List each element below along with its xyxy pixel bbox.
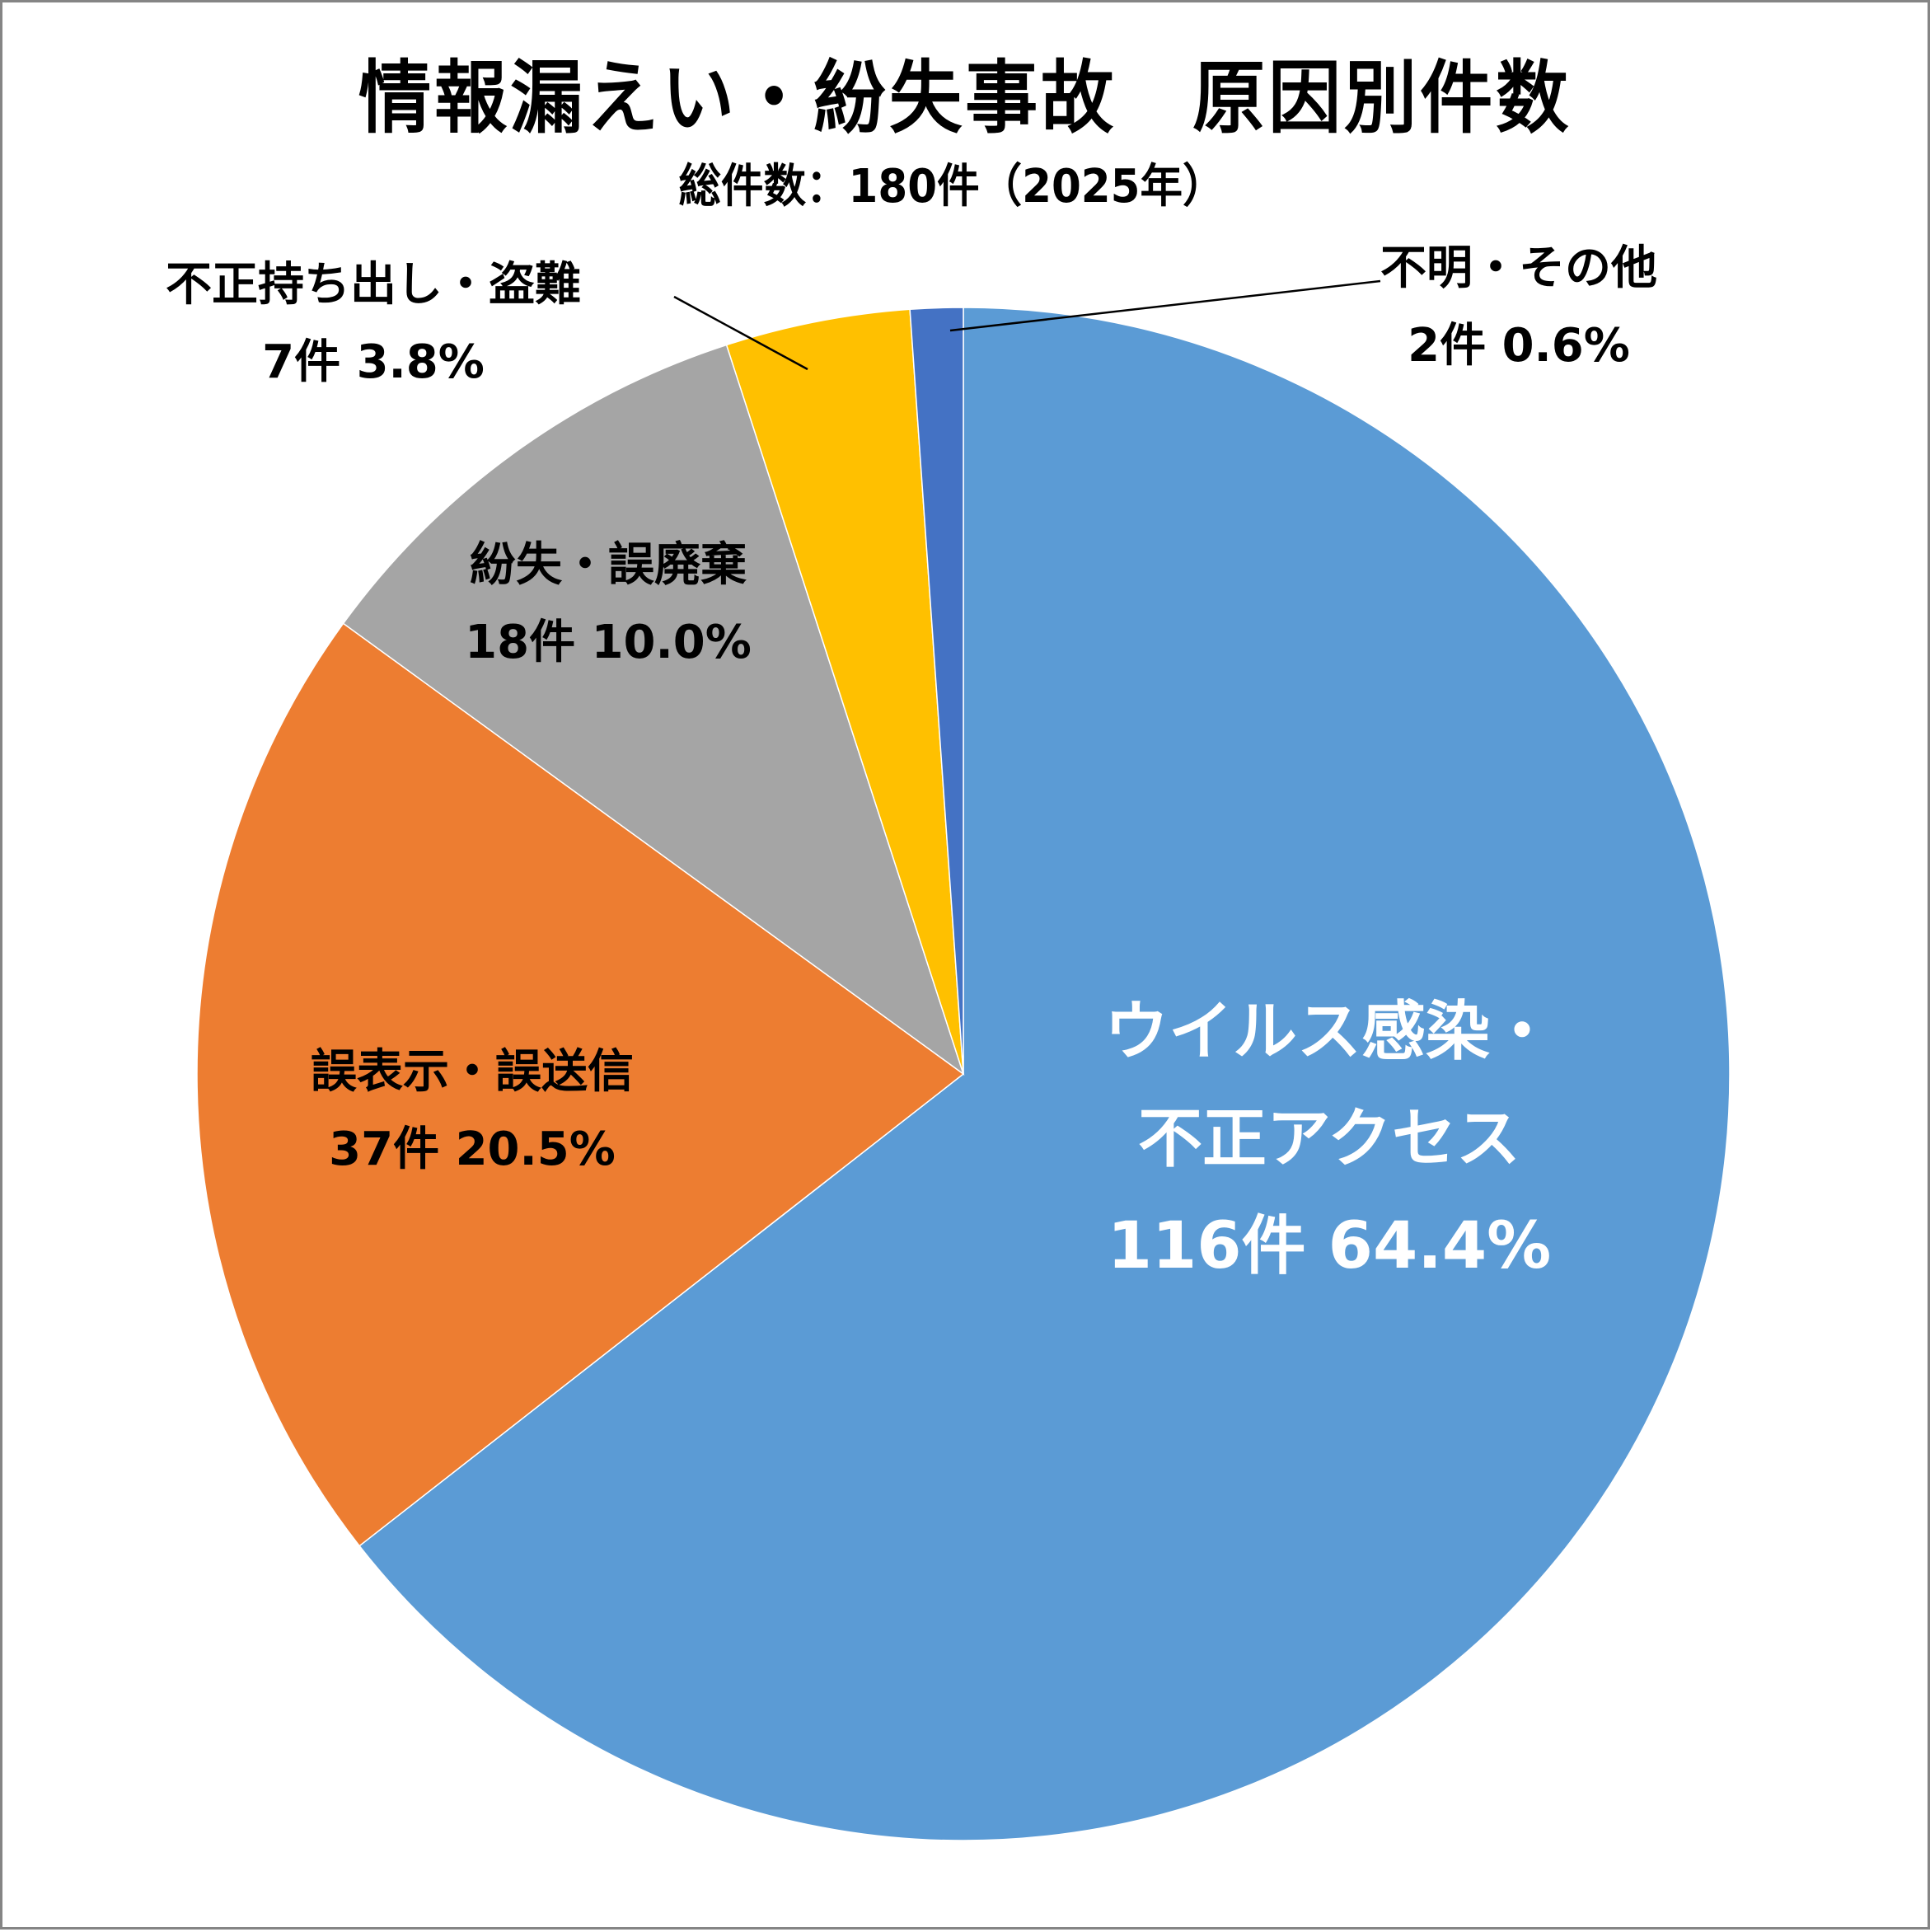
pie-slice-0 [358,307,1731,1841]
label-misdelivery-name: 誤表示・誤送信 [311,1045,634,1099]
label-loss-name: 紛失・誤廃棄 [470,538,747,592]
label-loss-value: 18件 10.0% [465,616,752,669]
label-misdelivery-value: 37件 20.5% [329,1123,616,1176]
pie-slice-2 [342,344,965,1076]
chart-title: 情報漏えい・紛失事故 原因別件数 [358,52,1572,144]
leader-line-other [949,279,1381,332]
data-label-theft: 不正持ち出し・盗難 7件 3.8% [118,262,629,386]
label-virus-value: 116件 64.4% [1107,1209,1552,1283]
pie-slice-3 [725,308,964,1075]
leader-line-theft [673,295,808,371]
label-virus-name-1: ウイルス感染・ [1103,995,1554,1069]
label-other-name: 不明・その他 [1380,242,1657,295]
pie-slices [196,307,1731,1841]
data-label-virus: ウイルス感染・ 不正アクセス 116件 64.4% [1099,1000,1560,1278]
label-virus-name-2: 不正アクセス [1137,1102,1521,1176]
label-other-value: 2件 0.6% [1408,319,1630,373]
pie-slice-1 [196,622,965,1547]
data-label-misdelivery: 誤表示・誤送信 37件 20.5% [274,1049,670,1173]
label-theft-value: 7件 3.8% [262,335,485,389]
label-theft-name: 不正持ち出し・盗難 [166,258,581,312]
pie-slice-4 [909,307,964,1075]
data-label-other: 不明・その他 2件 0.6% [1354,246,1684,369]
data-label-loss: 紛失・誤廃棄 18件 10.0% [431,542,785,666]
chart-subtitle: 総件数：180件（2025年） [678,160,1225,213]
